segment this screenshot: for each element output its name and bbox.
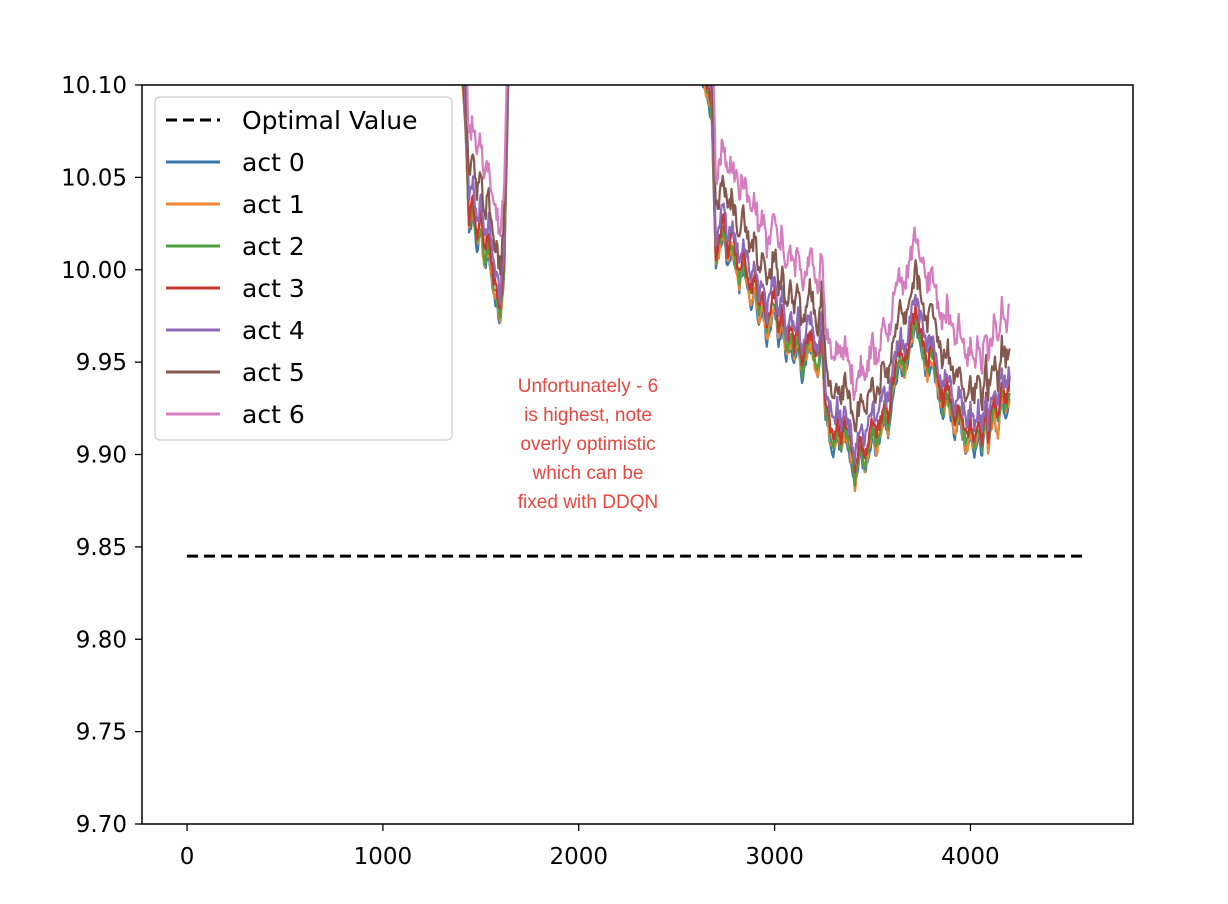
legend-label: act 2 (242, 232, 305, 261)
y-tick-label: 10.10 (61, 73, 127, 99)
annotation-line: is highest, note (524, 405, 652, 426)
x-tick-label: 0 (180, 844, 195, 870)
x-axis: 0 1000 2000 3000 4000 (180, 824, 1000, 870)
y-tick-label: 9.75 (76, 720, 127, 746)
annotation: Unfortunately - 6 is highest, note overly … (518, 376, 658, 513)
y-tick-label: 10.05 (61, 165, 127, 191)
legend-label: Optimal Value (242, 106, 418, 135)
y-tick-label: 9.90 (76, 443, 127, 469)
legend-label: act 3 (242, 274, 305, 303)
y-tick-label: 9.85 (76, 535, 127, 561)
legend-box (154, 96, 453, 441)
legend-label: act 4 (242, 316, 305, 345)
annotation-line: which can be (532, 463, 644, 484)
y-tick-label: 10.00 (61, 258, 127, 284)
data-layer (187, 85, 1088, 558)
annotation-line: fixed with DDQN (518, 492, 658, 513)
y-tick-label: 9.95 (76, 350, 127, 376)
series-line-act-6 (466, 85, 1011, 402)
legend-label: act 6 (242, 400, 305, 429)
legend-label: act 5 (242, 358, 305, 387)
legend-label: act 0 (242, 148, 305, 177)
series-line-act-5 (464, 85, 1011, 433)
annotation-line: overly optimistic (520, 434, 655, 455)
x-tick-label: 2000 (549, 844, 608, 870)
x-tick-label: 3000 (745, 844, 804, 870)
y-axis: 9.70 9.75 9.80 9.85 9.90 9.95 10.00 10.05 10.10 (61, 73, 142, 838)
x-tick-label: 1000 (354, 844, 413, 870)
annotation-line: Unfortunately - 6 (518, 376, 658, 397)
legend-label: act 1 (242, 190, 305, 219)
y-tick-label: 9.80 (76, 627, 127, 653)
legend: Optimal Value act 0 act 1 act 2 act 3 act 4 ac… (154, 96, 453, 441)
y-tick-label: 9.70 (76, 812, 127, 838)
x-tick-label: 4000 (941, 844, 1000, 870)
series-line-act-4 (463, 85, 1011, 466)
